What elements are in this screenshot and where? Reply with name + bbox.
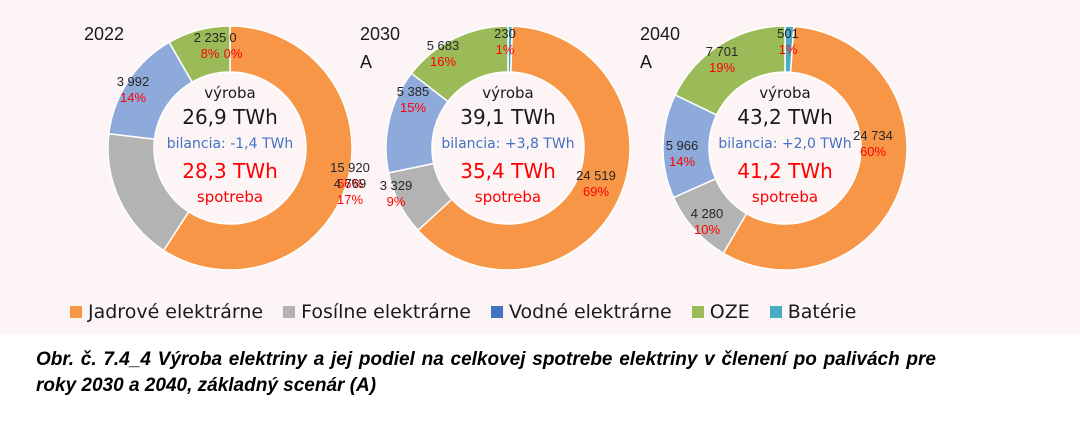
legend-swatch-hydro bbox=[490, 306, 503, 318]
legend: Jadrové elektrárne Fosílne elektrárne Vo… bbox=[70, 300, 876, 324]
chart-title-2022: 2022 bbox=[84, 23, 124, 45]
center-consumption-2040: 41,2 TWh bbox=[737, 159, 833, 183]
slice-renewable-2030 bbox=[410, 25, 509, 103]
value-label-nuclear-2030: 24 519 bbox=[576, 168, 616, 183]
percent-label-battery-2040: 1% bbox=[779, 42, 798, 57]
percent-label-renewable-2030: 16% bbox=[430, 54, 456, 69]
legend-label-nuclear: Jadrové elektrárne bbox=[88, 301, 264, 323]
value-label-battery-2022: 0 bbox=[229, 30, 236, 45]
percent-label-hydro-2040: 14% bbox=[669, 154, 695, 169]
percent-label-renewable-2022: 8% bbox=[201, 46, 220, 61]
legend-item-fossil: Fosílne elektrárne bbox=[283, 301, 471, 323]
percent-label-battery-2022: 0% bbox=[224, 46, 243, 61]
percent-label-renewable-2040: 19% bbox=[709, 60, 735, 75]
legend-item-battery: Batérie bbox=[769, 301, 857, 323]
percent-label-battery-2030: 1% bbox=[496, 42, 515, 57]
slice-nuclear-2040 bbox=[722, 25, 908, 271]
slice-renewable-2040 bbox=[674, 25, 786, 116]
value-label-nuclear-2022: 15 920 bbox=[330, 160, 370, 175]
legend-item-nuclear: Jadrové elektrárne bbox=[70, 301, 263, 323]
center-consumption-2022: 28,3 TWh bbox=[182, 159, 278, 183]
value-label-battery-2040: 501 bbox=[777, 26, 799, 41]
percent-label-fossil-2022: 17% bbox=[337, 192, 363, 207]
chart-title-2030-scenario: A bbox=[360, 52, 373, 72]
center-consumption-2030: 35,4 TWh bbox=[460, 159, 556, 183]
slice-renewable-2022 bbox=[168, 25, 231, 84]
center-label-vyroba-2030: výroba bbox=[482, 84, 533, 102]
percent-label-fossil-2040: 10% bbox=[694, 222, 720, 237]
legend-item-renewable: OZE bbox=[691, 301, 750, 323]
legend-label-fossil: Fosílne elektrárne bbox=[301, 301, 471, 323]
slice-nuclear-2030 bbox=[416, 25, 631, 271]
chart-title-2030-year: 2030 bbox=[360, 24, 401, 44]
chart-title-2040-year: 2040 bbox=[640, 24, 681, 44]
center-balance-2030: bilancia: +3,8 TWh bbox=[441, 136, 574, 152]
chart-title-2022-year: 2022 bbox=[84, 24, 125, 44]
percent-label-fossil-2030: 9% bbox=[387, 194, 406, 209]
legend-swatch-renewable bbox=[691, 306, 704, 318]
center-balance-2022: bilancia: -1,4 TWh bbox=[167, 136, 294, 152]
center-production-2030: 39,1 TWh bbox=[460, 105, 556, 129]
center-production-2022: 26,9 TWh bbox=[182, 105, 278, 129]
chart-title-2030: 2030 A bbox=[360, 23, 400, 73]
value-label-hydro-2040: 5 966 bbox=[666, 138, 699, 153]
value-label-hydro-2030: 5 385 bbox=[397, 84, 430, 99]
legend-label-hydro: Vodné elektrárne bbox=[508, 301, 672, 323]
value-label-fossil-2030: 3 329 bbox=[380, 178, 413, 193]
value-label-hydro-2022: 3 992 bbox=[117, 74, 150, 89]
legend-swatch-battery bbox=[769, 306, 782, 318]
legend-label-battery: Batérie bbox=[787, 301, 857, 323]
center-label-spotreba-2022: spotreba bbox=[197, 188, 263, 206]
legend-item-hydro: Vodné elektrárne bbox=[490, 301, 672, 323]
value-label-renewable-2040: 7 701 bbox=[706, 44, 739, 59]
center-label-vyroba-2040: výroba bbox=[759, 84, 810, 102]
legend-swatch-fossil bbox=[283, 306, 296, 318]
chart-title-2040-scenario: A bbox=[640, 52, 653, 72]
percent-label-nuclear-2030: 69% bbox=[583, 184, 609, 199]
value-label-renewable-2030: 5 683 bbox=[427, 38, 460, 53]
center-label-spotreba-2040: spotreba bbox=[752, 188, 818, 206]
legend-swatch-nuclear bbox=[70, 306, 82, 318]
figure-caption: Obr. č. 7.4_4 Výroba elektriny a jej pod… bbox=[36, 349, 936, 396]
value-label-fossil-2022: 4 769 bbox=[334, 176, 367, 191]
slice-nuclear-2022 bbox=[162, 25, 353, 271]
percent-label-nuclear-2040: 60% bbox=[860, 144, 886, 159]
percent-label-nuclear-2022: 56% bbox=[337, 176, 363, 191]
chart-title-2040: 2040 A bbox=[640, 23, 680, 73]
center-label-spotreba-2030: spotreba bbox=[475, 188, 541, 206]
center-production-2040: 43,2 TWh bbox=[737, 105, 833, 129]
center-balance-2040: bilancia: +2,0 TWh bbox=[718, 136, 851, 152]
center-label-vyroba-2022: výroba bbox=[204, 84, 255, 102]
value-label-fossil-2040: 4 280 bbox=[691, 206, 724, 221]
value-label-renewable-2022: 2 235 bbox=[194, 30, 227, 45]
percent-label-hydro-2022: 14% bbox=[120, 90, 146, 105]
percent-label-hydro-2030: 15% bbox=[400, 100, 426, 115]
value-label-battery-2030: 230 bbox=[494, 26, 516, 41]
legend-label-renewable: OZE bbox=[709, 301, 750, 323]
value-label-nuclear-2040: 24 734 bbox=[853, 128, 893, 143]
